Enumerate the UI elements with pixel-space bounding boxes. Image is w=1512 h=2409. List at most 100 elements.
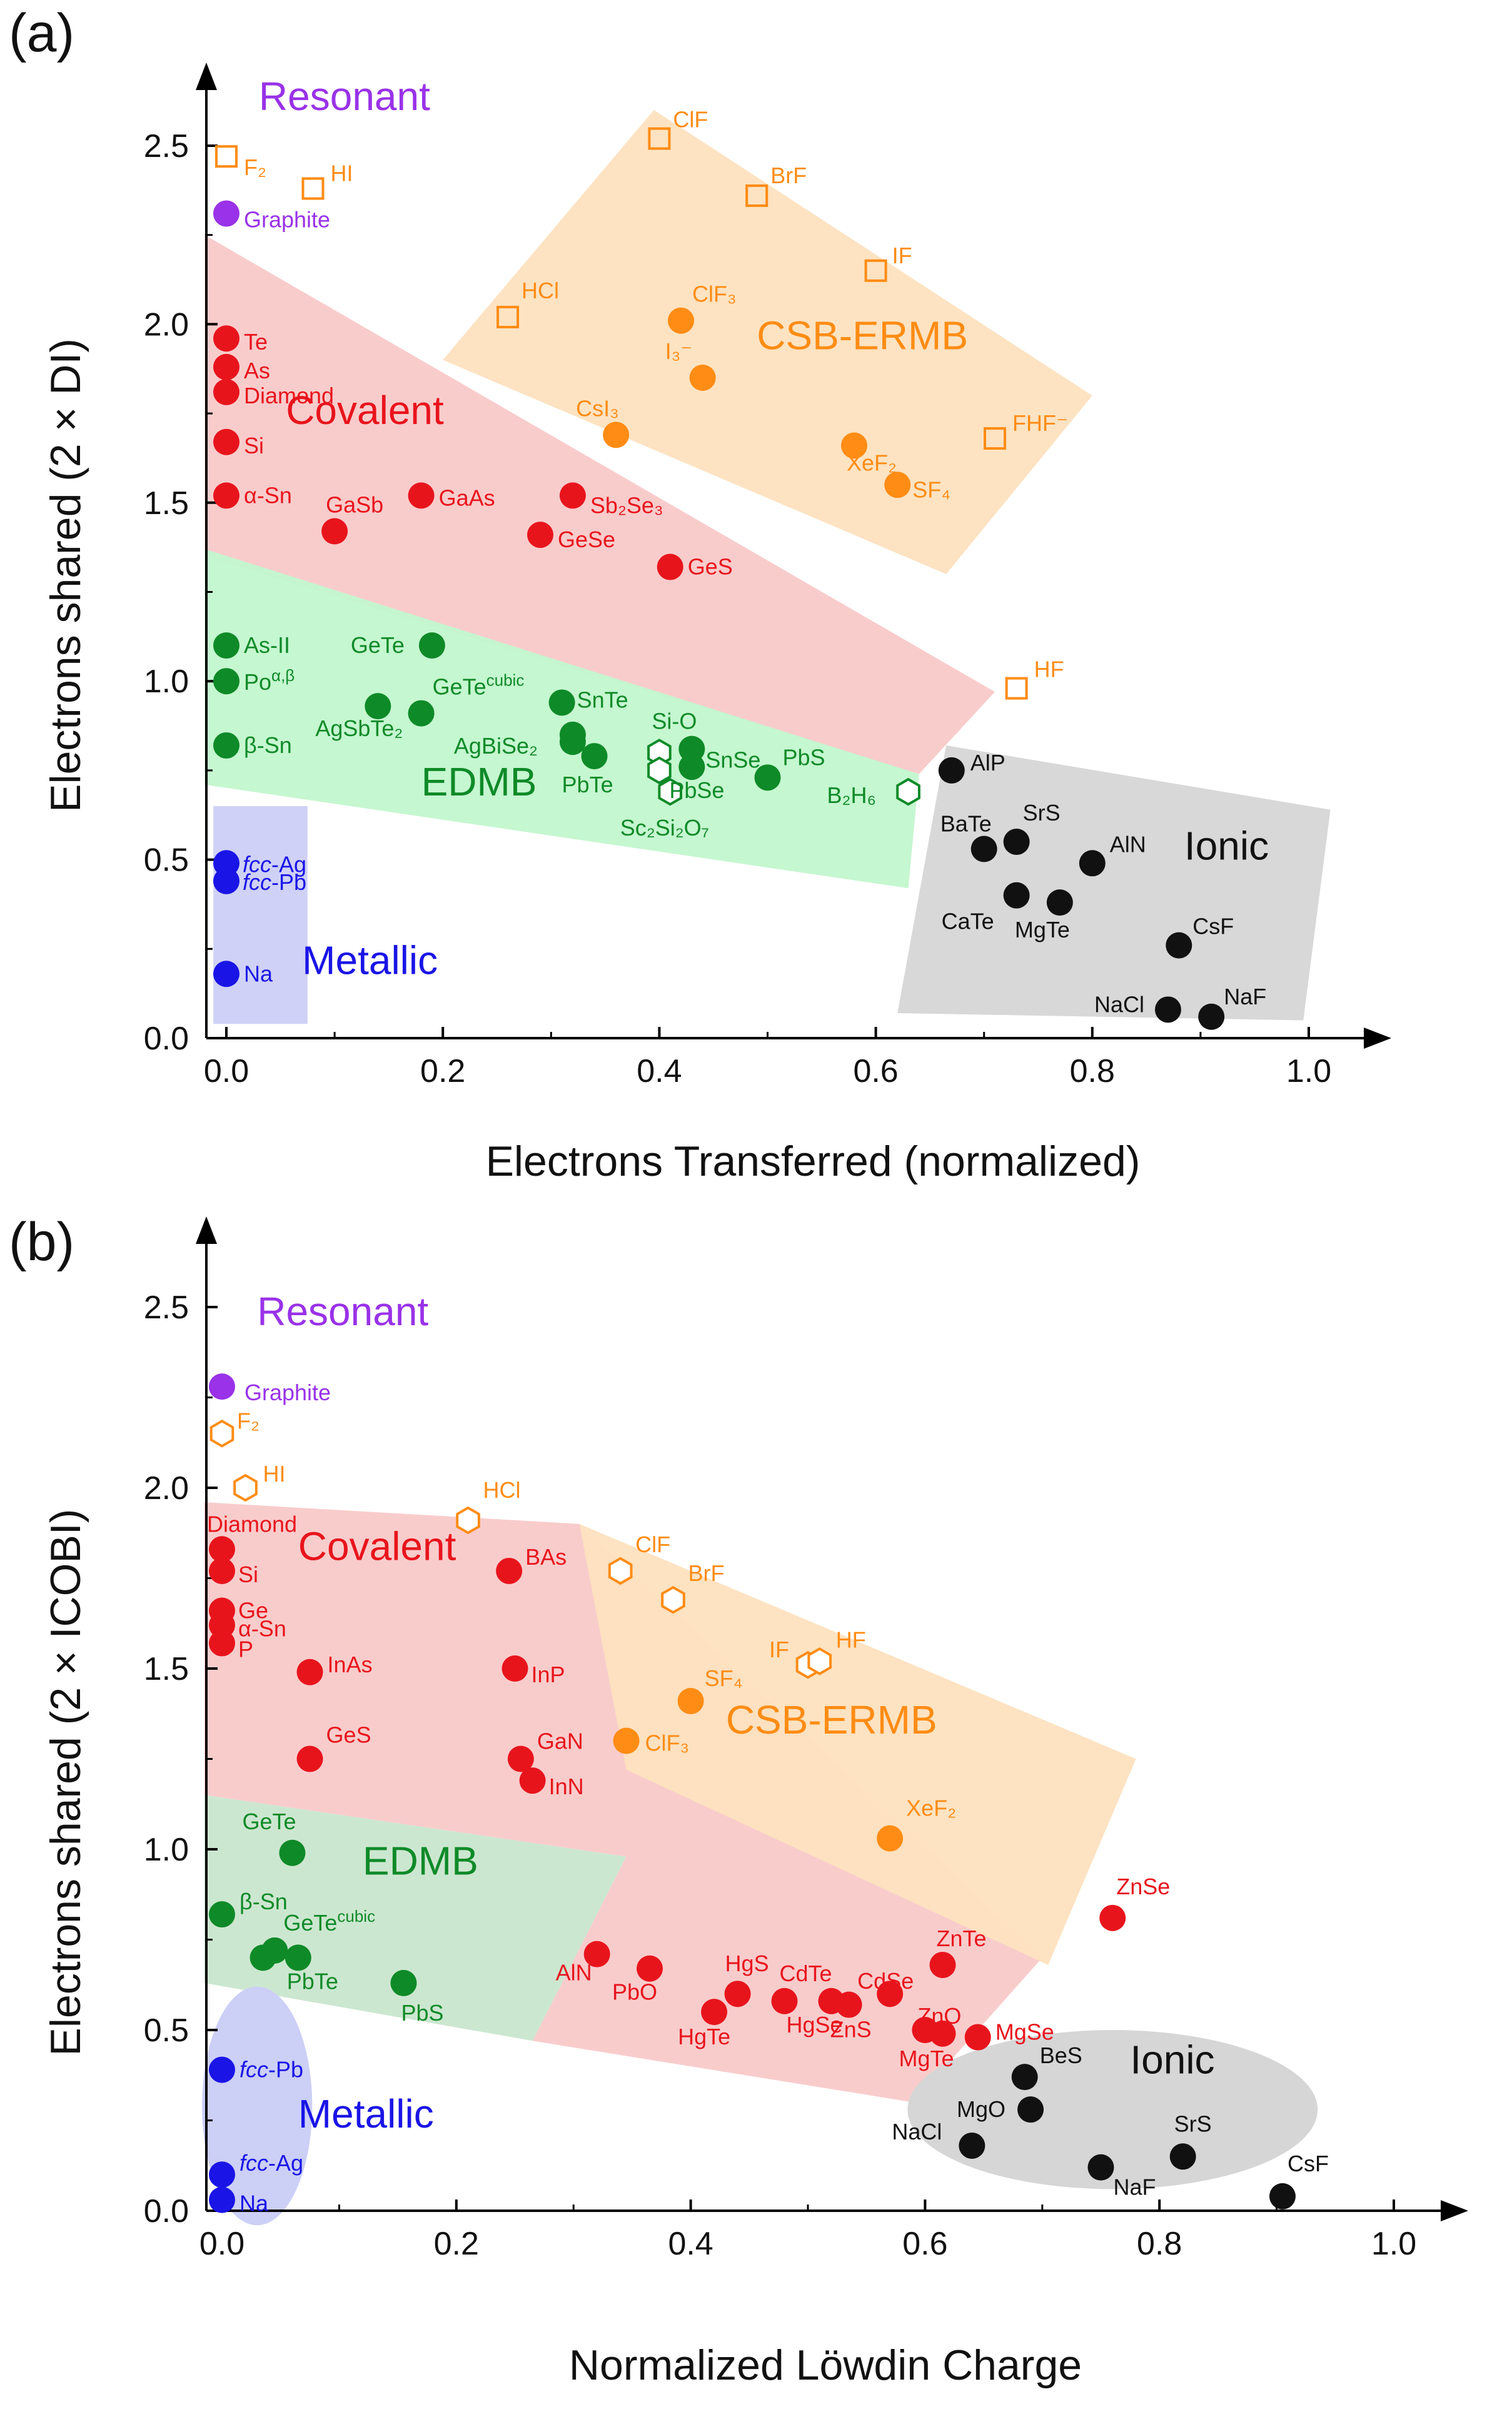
panel-a-label-gaas: GaAs (439, 485, 495, 510)
panel-b-x-tick-label: 0.0 (199, 2226, 244, 2262)
panel-b-y-tick-label: 1.0 (144, 1832, 189, 1868)
panel-b-point-ges (296, 1745, 323, 1772)
panel-a-region-edmb (204, 549, 919, 889)
panel-a-point-if (864, 259, 887, 282)
panel-b-point-bas (496, 1557, 523, 1584)
panel-a-point-na (213, 961, 239, 987)
panel-b-point-si (209, 1557, 235, 1584)
panel-b-point-gan (507, 1745, 534, 1772)
panel-a-label-naf: NaF (1224, 984, 1266, 1009)
panel-a-point-si (213, 428, 239, 455)
panel-b-point-mgo (1017, 2096, 1044, 2123)
panel-b-label-hgte: HgTe (678, 2024, 730, 2049)
panel-a-label-f2: F₂ (244, 154, 266, 180)
panel-a-label-csi3: CsI₃ (576, 395, 619, 421)
panel-b-label: (b) (9, 1212, 74, 1272)
panel-b-label-cdse: CdSe (857, 1968, 914, 1994)
panel-b-point-hi (233, 1473, 258, 1502)
panel-a-x-tick-label: 0.4 (637, 1053, 682, 1089)
panel-a-regions (204, 109, 1331, 1024)
panel-b-label-gan: GaN (537, 1729, 583, 1754)
panel-b-label-gete: GeTe (242, 1809, 296, 1834)
panel-b-region-label-ionic: Ionic (1130, 2037, 1214, 2082)
panel-b-point-pbo (637, 1955, 663, 1982)
panel-b-label-naf: NaF (1114, 2174, 1156, 2200)
panel-b-y-tick-label: 0.5 (144, 2013, 189, 2049)
panel-b-point-hgte (701, 1999, 728, 2026)
panel-a-label-snte: SnTe (577, 687, 628, 712)
panel-a-label-bate: BaTe (940, 811, 992, 836)
panel-b-label-sn: β-Sn (239, 1889, 288, 1914)
panel-b-region-ionic (907, 2030, 1318, 2189)
panel-a-label-hcl: HCl (522, 278, 559, 303)
panel-b-point-p (209, 1630, 235, 1657)
panel-b-point-f2 (209, 1419, 234, 1448)
panel-a-point-fhf (984, 427, 1007, 450)
panel-b-label-znse: ZnSe (1116, 1874, 1170, 1899)
panel-a-point-agsbte2 (365, 693, 391, 720)
panel-a-label-i3: I₃⁻ (665, 338, 693, 364)
panel-b-point-zns (835, 1991, 862, 2018)
panel-b-point-clf (608, 1557, 633, 1585)
panel-a-point-po (213, 668, 239, 695)
panel-a-region-label-csb-ermb: CSB-ERMB (757, 313, 968, 358)
panel-a-point-bate (970, 836, 997, 862)
panel-b-point-aln (583, 1941, 610, 1967)
panel-b-point-hf (807, 1647, 832, 1675)
panel-b-label-mgte: MgTe (899, 2046, 954, 2071)
panel-b-label-getecubic: GeTecubic (283, 1907, 375, 1936)
panel-b-region-label-edmb: EDMB (363, 1838, 478, 1883)
panel-a-point-f2 (215, 145, 238, 168)
panel-a-label-fhf: FHF⁻ (1012, 410, 1068, 436)
panel-a-x-axis-label: Electrons Transferred (normalized) (486, 1138, 1141, 1185)
panel-b: 0.0 0.2 0.4 0.6 0.8 1.0 0.0 0.5 1.0 1.5 2.0 2.5 Res… (9, 1212, 1468, 2389)
panel-a-point-getecubic (408, 700, 435, 727)
panel-a-point-gete (418, 632, 445, 659)
panel-a-ticks: 0.0 0.2 0.4 0.6 0.8 1.0 0.0 0.5 1.0 1.5 2.0 2.5 (144, 128, 1331, 1089)
panel-a-point-ges (657, 553, 683, 580)
panel-a-label-xef2: XeF₂ (847, 450, 897, 475)
panel-a-label-si-o: Si-O (652, 708, 697, 734)
panel-a-label-nacl: NaCl (1094, 991, 1144, 1017)
panel-a-label-sn: β-Sn (244, 732, 292, 758)
panel-a-point-fcc-pb (213, 867, 239, 894)
panel-a-label-hf: HF (1034, 657, 1064, 682)
panel-b-label-fcc-pb: fcc-Pb (239, 2057, 303, 2083)
panel-a-y-tick-label: 0.5 (144, 842, 189, 879)
panel-a-label-csf: CsF (1192, 914, 1234, 939)
panel-b-x-tick-label: 0.4 (668, 2226, 713, 2262)
panel-a-y-tick-label: 0.0 (144, 1021, 189, 1057)
panel-b-label-aln: AlN (556, 1960, 592, 1986)
panel-b-point-edmb (249, 1944, 276, 1971)
panel-b-label-si: Si (238, 1562, 258, 1587)
panel-b-region-csb-ermb (579, 1523, 1136, 1965)
panel-a-region-label-resonant: Resonant (259, 74, 430, 119)
panel-b-axes (196, 1216, 1468, 2221)
panel-a-label-sn: α-Sn (244, 482, 292, 508)
panel-b-point-xef2 (877, 1825, 904, 1852)
panel-a-label-sc2si2o7: Sc₂Si₂O₇ (620, 815, 709, 841)
panel-a-x-tick-label: 0.2 (420, 1053, 465, 1089)
panel-a-point-sf4 (884, 472, 911, 498)
panel-b-label-zno: ZnO (917, 2003, 961, 2029)
panel-b-ticks: 0.0 0.2 0.4 0.6 0.8 1.0 0.0 0.5 1.0 1.5 2.0 2.5 (144, 1290, 1416, 2262)
panel-b-y-tick-label: 0.0 (144, 2193, 189, 2230)
panel-a-label-clf: ClF (673, 107, 708, 133)
panel-b-label-hcl: HCl (483, 1477, 521, 1503)
panel-a-point-nacl (1154, 996, 1181, 1023)
panel-b-point-clf3 (613, 1727, 640, 1754)
panel-b-label-hgse: HgSe (786, 2012, 842, 2038)
panel-b-label-f2: F₂ (237, 1408, 260, 1433)
panel-a-points (213, 127, 1225, 1030)
panel-a-x-tick-label: 0.8 (1070, 1053, 1115, 1089)
panel-b-label-pbte: PbTe (287, 1968, 338, 1994)
panel-b-point-srs (1169, 2143, 1196, 2170)
panel-a-point-srs (1003, 829, 1030, 856)
panel-a-x-tick-label: 0.6 (853, 1053, 898, 1089)
panel-a-point-snte (548, 689, 575, 716)
panel-a-label-ges: GeS (688, 554, 733, 580)
panel-a-region-metallic (213, 806, 308, 1024)
panel-a-label-fcc-pb: fcc-Pb (243, 869, 306, 895)
panel-a-region-label-covalent: Covalent (286, 388, 444, 433)
panel-a-label-agbise2: AgBiSe₂ (454, 733, 538, 759)
